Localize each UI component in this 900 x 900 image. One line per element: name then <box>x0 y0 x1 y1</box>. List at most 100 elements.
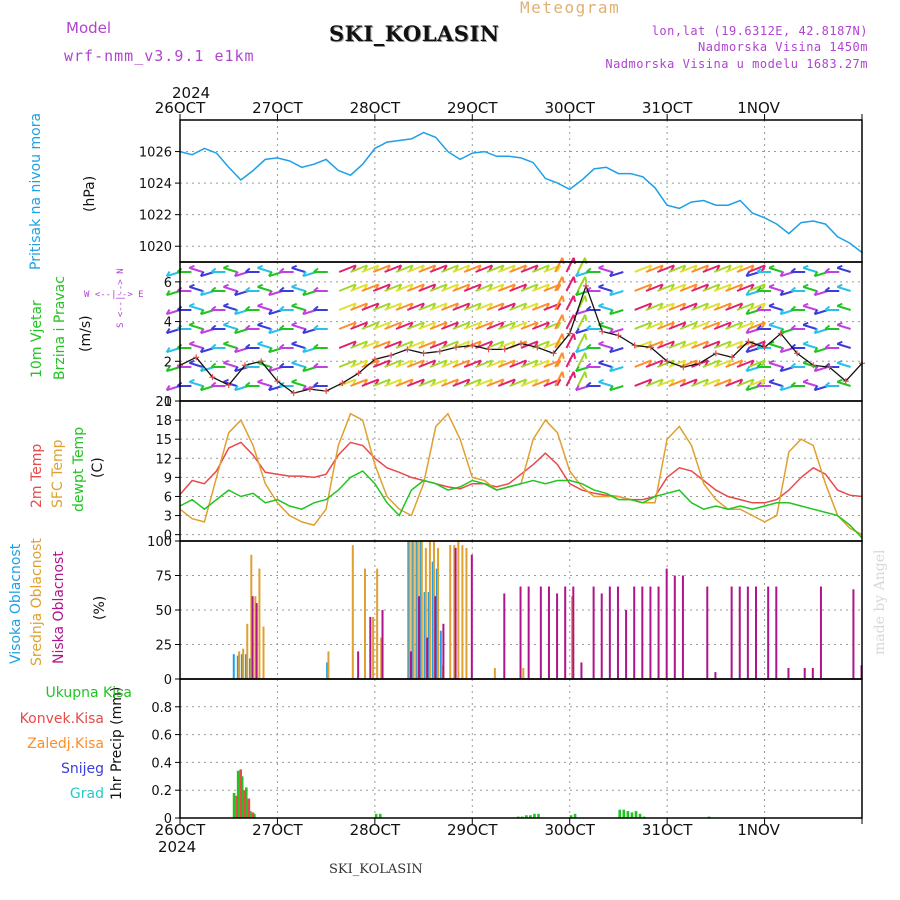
wind-barb-flag <box>584 371 588 379</box>
wind-barb <box>836 380 851 387</box>
wind-barb <box>554 352 564 368</box>
wind-barb <box>441 321 459 330</box>
y-tick-label: 0 <box>164 529 172 544</box>
wind-barb-flag <box>313 343 319 349</box>
low-cloud-bar <box>564 586 567 679</box>
mid-cloud-bar <box>380 637 383 679</box>
wind-label-line1: 10m Vjetar <box>29 300 45 378</box>
wind-barb <box>679 378 698 387</box>
wind-barb <box>609 309 624 316</box>
wind-barb <box>520 321 539 330</box>
wind-barb-flag <box>609 347 614 353</box>
wind-barb <box>338 340 357 349</box>
wind-barb <box>565 257 575 273</box>
wind-barb <box>463 321 482 330</box>
wind-barb-flag <box>165 347 171 353</box>
wind-barb <box>223 342 238 349</box>
wind-barb-flag <box>790 324 797 330</box>
wind-barb-flag <box>745 385 751 391</box>
x-tick-label-top: 28OCT <box>349 99 401 117</box>
temp-unit-label: (C) <box>90 457 106 478</box>
low-cloud-bar <box>787 667 790 679</box>
low-cloud-bar <box>811 667 814 679</box>
wind-barb-flag <box>302 271 307 277</box>
wind-barb-flag <box>790 305 797 311</box>
wind-barb <box>668 359 686 368</box>
model-name: wrf-nmm_v3.9.1 e1km <box>64 47 255 65</box>
wind-barb-flag <box>572 257 577 265</box>
wind-barb <box>598 342 613 349</box>
wind-barb-flag <box>756 286 762 292</box>
wind-barb-flag <box>779 366 785 372</box>
wind-barb-flag <box>257 264 263 269</box>
wind-barb-flag <box>790 267 797 273</box>
wind-barb <box>429 283 448 292</box>
mid-cloud-bar <box>242 648 245 679</box>
wind-barb <box>520 283 539 292</box>
wind-barb <box>338 359 357 368</box>
wind-barb-flag <box>223 283 229 288</box>
wind-barb <box>657 302 675 311</box>
wind-barb <box>691 340 709 349</box>
wind-barb <box>598 266 613 273</box>
wind-barb-flag <box>561 333 565 341</box>
low-cloud-bar <box>369 616 372 679</box>
low-cloud-bar <box>442 623 445 679</box>
wind-barb-flag <box>836 359 843 364</box>
wind-barb-flag <box>585 362 592 368</box>
wind-barb <box>418 264 436 273</box>
wind-barb <box>598 285 613 292</box>
wind-barb <box>406 378 425 387</box>
wind-barb <box>418 302 436 311</box>
total-precip-bar <box>537 813 540 818</box>
wind-barb-flag <box>199 290 205 296</box>
wind-barb-flag <box>210 381 217 387</box>
high-cloud-bar <box>411 541 414 679</box>
wind-barb <box>361 302 379 311</box>
wind-barb <box>291 304 306 311</box>
mid-cloud-bar <box>424 547 427 679</box>
wind-barb <box>725 321 743 330</box>
wind-barb-flag <box>302 366 307 372</box>
wind-barb-flag <box>188 264 195 269</box>
wind-barb <box>634 378 652 387</box>
wind-barb <box>609 347 624 354</box>
wind-barb <box>836 266 851 273</box>
pressure-unit-label: (hPa) <box>82 175 98 212</box>
wind-barb <box>361 378 379 387</box>
wind-barb-flag <box>584 295 588 303</box>
temp-2m-line <box>179 441 863 504</box>
high-cloud-bar <box>415 541 418 679</box>
low-cloud-bar <box>754 586 757 679</box>
x-tick-label-top: 1NOV <box>737 99 780 117</box>
wind-barb <box>291 266 306 273</box>
wind-barb <box>531 359 550 368</box>
wind-barb-flag <box>188 302 195 307</box>
low-cloud-bar <box>470 554 473 679</box>
wind-barb-flag <box>188 340 195 345</box>
wind-barb <box>668 340 686 349</box>
wind-barb-flag <box>302 309 307 315</box>
mid-cloud-bar <box>432 541 435 679</box>
total-precip-bar <box>618 809 622 818</box>
wind-barb <box>452 378 470 387</box>
wind-barb-flag <box>836 264 843 269</box>
wind-barb <box>691 302 709 311</box>
wind-barb <box>223 285 238 292</box>
wind-barb <box>486 378 505 387</box>
temp-dewpt-line <box>179 470 863 539</box>
wind-barb-flag <box>760 321 766 330</box>
low-cloud-bar <box>600 593 603 679</box>
wind-barb <box>576 371 586 387</box>
wind-barb <box>441 283 459 292</box>
t2m-label: 2m Temp <box>29 443 45 508</box>
wind-barb-flag <box>556 359 562 368</box>
compass-we-label: W <--|--> E <box>84 290 144 300</box>
low-cloud-bar <box>527 586 530 679</box>
wind-barb <box>691 321 709 330</box>
wind-barb-flag <box>572 295 577 303</box>
x-tick-label-bottom: 28OCT <box>349 821 401 839</box>
wind-barb <box>768 323 783 330</box>
wind-barb-flag <box>302 290 307 296</box>
wind-barb <box>395 302 414 311</box>
